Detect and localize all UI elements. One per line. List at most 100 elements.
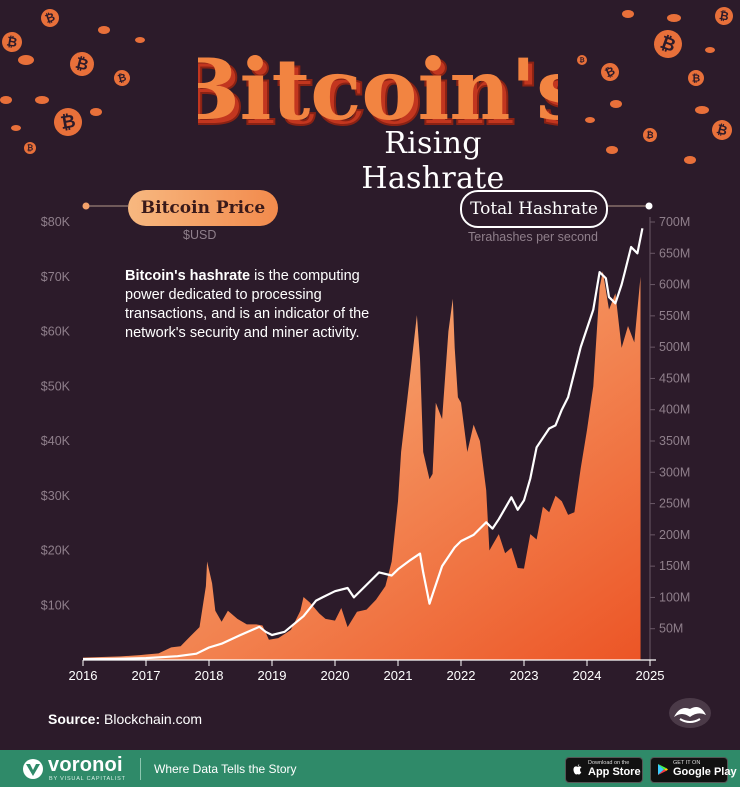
hashrate-line — [82, 228, 644, 661]
google-play-button[interactable]: GET IT ON Google Play — [650, 757, 737, 783]
page-title: Bitcoin's Bitcoin's — [198, 40, 558, 144]
page-subtitle: Rising Hashrate — [361, 126, 505, 196]
footer-tagline: Where Data Tells the Story — [154, 762, 297, 776]
y-right-tick-label: 550M — [659, 309, 690, 323]
bitcoin-coin-icon: ₿ — [2, 32, 22, 52]
google-play-small-text: GET IT ON — [673, 760, 701, 766]
y-right-tick-label: 650M — [659, 246, 690, 260]
annotation-text: is the computing power dedicated to proc… — [125, 268, 370, 341]
y-right-tick-label: 600M — [659, 278, 690, 292]
annotation-bold: Bitcoin's hashrate — [125, 268, 251, 284]
app-store-button[interactable]: Download on the App Store — [565, 757, 643, 783]
svg-text:₿: ₿ — [579, 56, 584, 64]
y-right-tick-label: 100M — [659, 590, 690, 604]
y-right-tick-label: 200M — [659, 528, 690, 542]
y-left-tick-label: $20K — [41, 544, 71, 558]
y-left-tick-label: $10K — [41, 598, 71, 612]
coin-edge-icon — [35, 96, 49, 104]
coin-edge-icon — [606, 146, 618, 154]
coin-decoration: ₿ ₿ ₿ ₿ ₿ ₿ ₿ ₿ ₿ ₿ ₿ ₿ ₿ — [0, 7, 733, 164]
bitcoin-coin-icon: ₿ — [712, 120, 732, 140]
y-left-tick-label: $80K — [41, 215, 71, 229]
google-play-icon — [658, 764, 668, 775]
source-label: Source: — [48, 711, 101, 727]
bitcoin-coin-icon: ₿ — [577, 55, 587, 65]
y-left-tick-label: $50K — [41, 379, 71, 393]
google-play-label: Google Play — [673, 766, 737, 778]
source-line: Source: Blockchain.com — [48, 711, 202, 727]
bitcoin-coin-icon: ₿ — [688, 70, 704, 86]
apple-icon — [573, 764, 582, 775]
x-tick-label: 2023 — [510, 668, 539, 683]
bitcoin-coin-icon: ₿ — [24, 142, 36, 154]
coin-edge-icon — [684, 156, 696, 164]
coin-edge-icon — [705, 47, 715, 53]
hashrate-legend-dot — [645, 202, 653, 210]
visual-capitalist-icon — [669, 698, 711, 728]
bitcoin-coin-icon: ₿ — [654, 30, 682, 58]
footer-bar: voronoi BY VISUAL CAPITALIST Where Data … — [0, 750, 740, 787]
bitcoin-coin-icon: ₿ — [114, 70, 130, 86]
x-tick-label: 2024 — [573, 668, 602, 683]
coin-edge-icon — [135, 37, 145, 43]
svg-text:₿: ₿ — [59, 111, 77, 134]
coin-edge-icon — [695, 106, 709, 114]
x-tick-label: 2025 — [636, 668, 665, 683]
voronoi-logo-text: voronoi — [48, 754, 123, 776]
coin-edge-icon — [585, 117, 595, 123]
title-text: Bitcoin's — [198, 40, 558, 139]
y-right-tick-label: 50M — [659, 622, 683, 636]
app-store-label: App Store — [588, 766, 641, 778]
x-tick-label: 2016 — [69, 668, 98, 683]
coin-edge-icon — [90, 108, 102, 116]
x-tick-label: 2021 — [384, 668, 413, 683]
x-tick-label: 2019 — [258, 668, 287, 683]
bitcoin-coin-icon: ₿ — [41, 9, 59, 27]
svg-text:₿: ₿ — [692, 72, 700, 84]
svg-text:₿: ₿ — [43, 10, 57, 26]
coin-edge-icon — [11, 125, 21, 131]
y-right-tick-label: 350M — [659, 434, 690, 448]
y-right-tick-label: 250M — [659, 497, 690, 511]
annotation: Bitcoin's hashrate is the computing powe… — [125, 267, 375, 343]
x-tick-label: 2020 — [321, 668, 350, 683]
voronoi-logo-sub: BY VISUAL CAPITALIST — [49, 776, 126, 782]
bitcoin-price-area — [83, 271, 641, 660]
coin-edge-icon — [622, 10, 634, 18]
bitcoin-coin-icon: ₿ — [643, 128, 657, 142]
coin-edge-icon — [18, 55, 34, 65]
voronoi-logo-icon — [23, 759, 43, 779]
price-legend-pill: Bitcoin Price — [128, 190, 278, 226]
svg-text:₿: ₿ — [116, 71, 127, 85]
y-right-tick-label: 700M — [659, 215, 690, 229]
y-left-tick-label: $60K — [41, 325, 71, 339]
coin-edge-icon — [667, 14, 681, 22]
price-unit-label: $USD — [183, 228, 217, 242]
bitcoin-coin-icon: ₿ — [70, 52, 94, 76]
y-right-tick-label: 400M — [659, 403, 690, 417]
y-right-tick-label: 300M — [659, 465, 690, 479]
x-tick-label: 2018 — [195, 668, 224, 683]
x-tick-label: 2017 — [132, 668, 161, 683]
source-text: Blockchain.com — [100, 711, 203, 727]
y-right-tick-label: 150M — [659, 559, 690, 573]
title-shadow: Bitcoin's — [198, 45, 558, 144]
svg-text:₿: ₿ — [27, 144, 33, 153]
svg-text:₿: ₿ — [74, 54, 91, 75]
app-store-small-text: Download on the — [588, 760, 630, 766]
svg-text:₿: ₿ — [646, 130, 654, 142]
x-tick-label: 2022 — [447, 668, 476, 683]
y-left-tick-label: $30K — [41, 489, 71, 503]
bitcoin-coin-icon: ₿ — [715, 7, 733, 25]
svg-text:₿: ₿ — [715, 122, 729, 139]
y-right-tick-label: 500M — [659, 340, 690, 354]
price-legend-dot — [82, 202, 90, 210]
coin-edge-icon — [98, 26, 110, 34]
y-left-tick-label: $40K — [41, 434, 71, 448]
hashrate-unit-label: Terahashes per second — [468, 230, 598, 244]
hashrate-legend-pill: Total Hashrate — [460, 190, 608, 228]
svg-text:₿: ₿ — [5, 34, 18, 51]
coin-edge-icon — [0, 96, 12, 104]
